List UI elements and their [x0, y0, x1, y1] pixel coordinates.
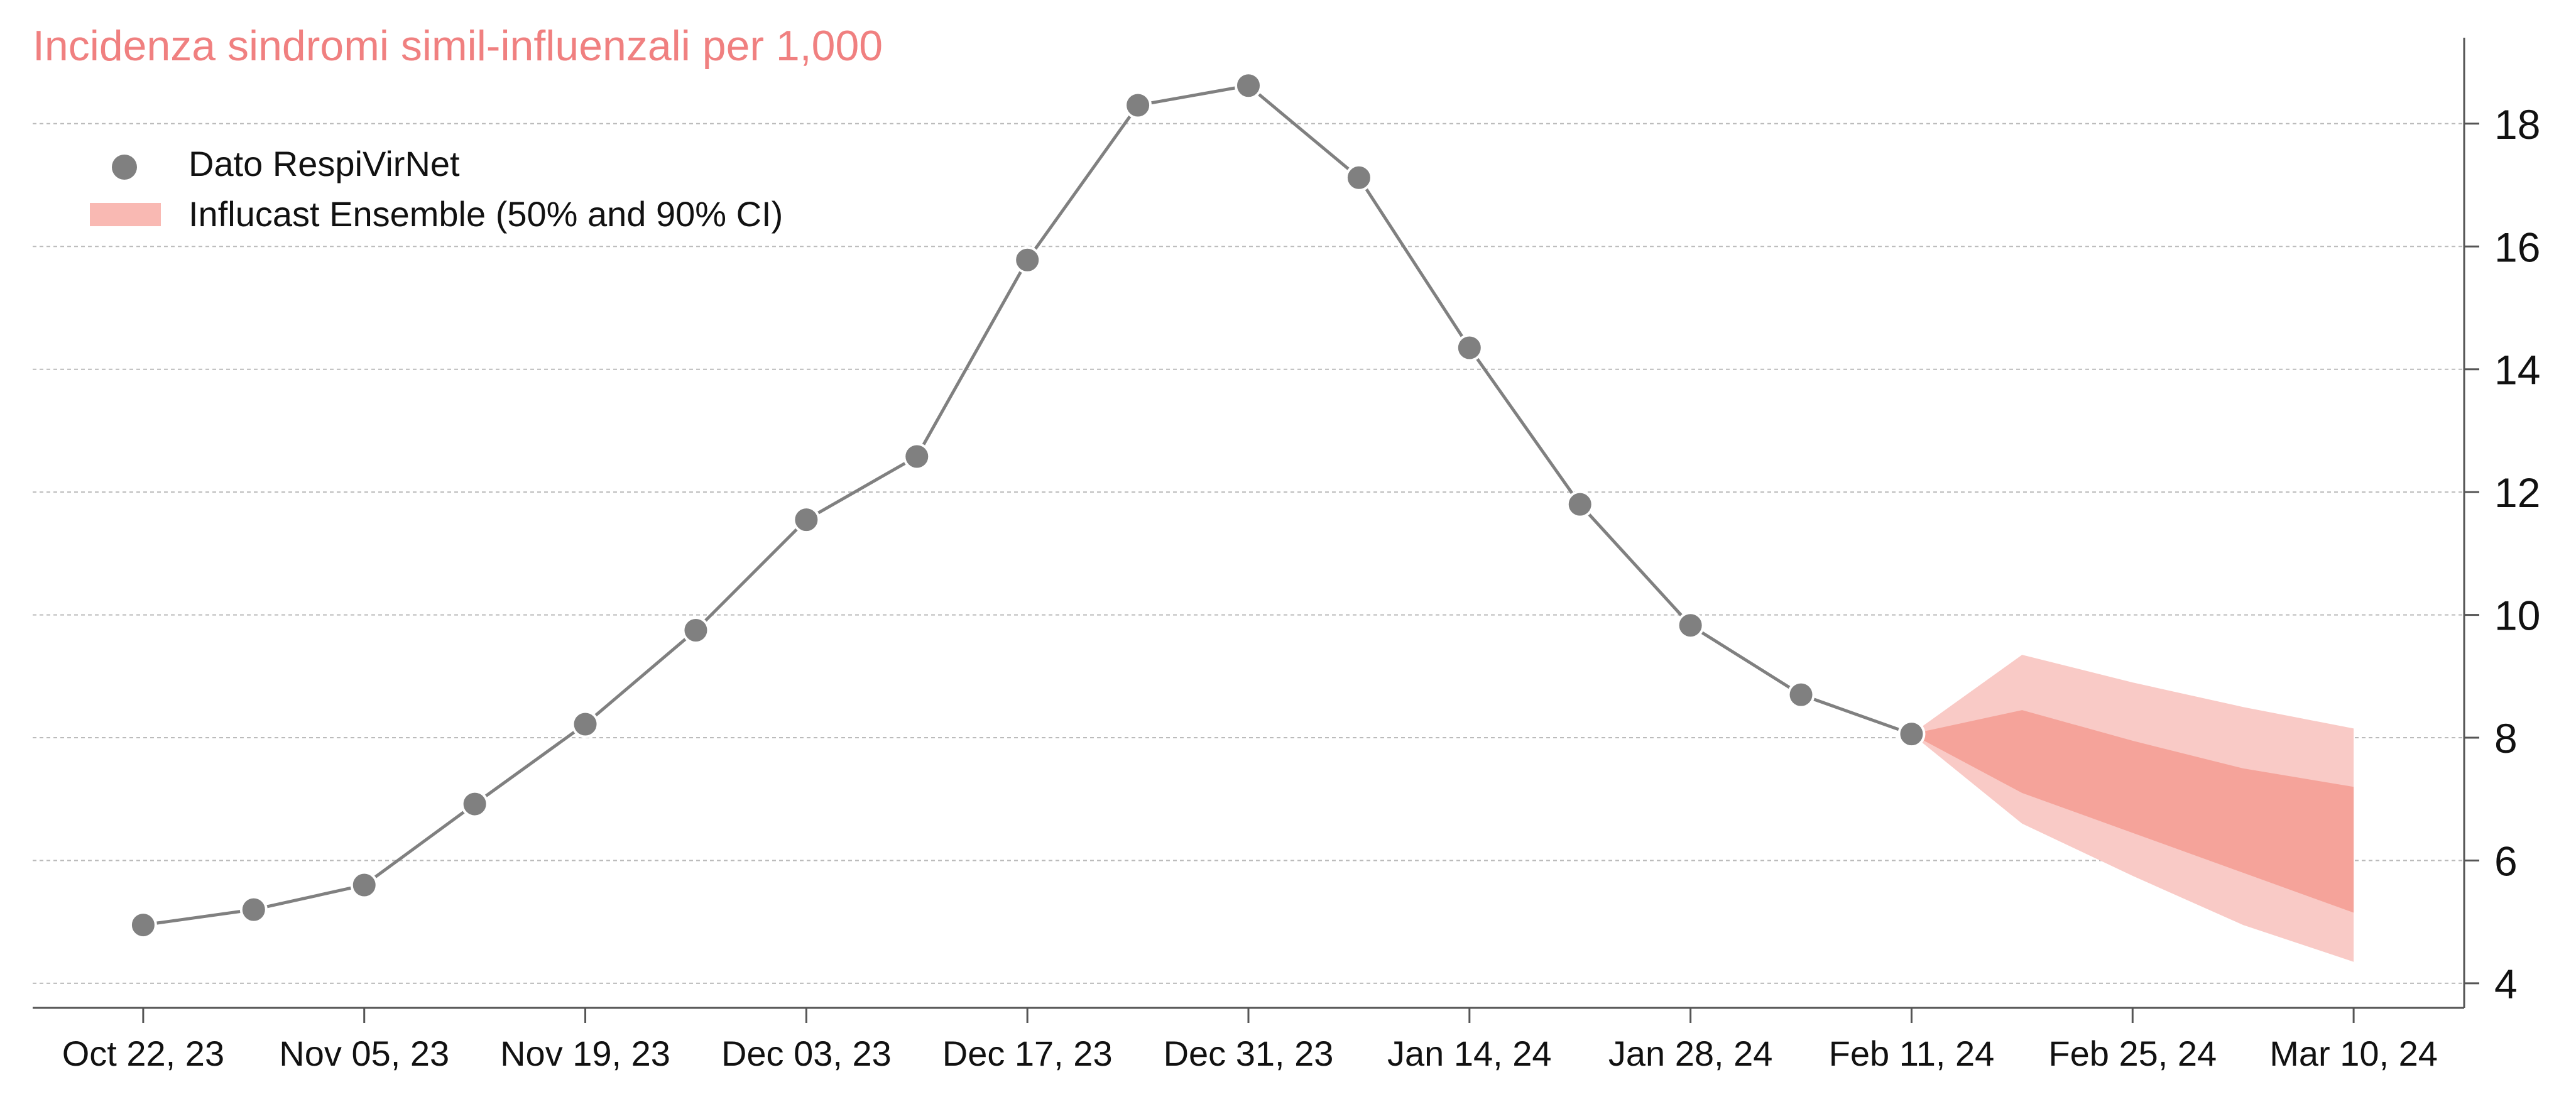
x-tick-label-10: Mar 10, 24 [2269, 1034, 2438, 1073]
y-tick-label-6: 6 [2494, 838, 2518, 884]
y-tick-label-10: 10 [2494, 593, 2540, 639]
data-point-2024-01-07 [1345, 163, 1373, 192]
x-tick-label-7: Jan 28, 24 [1608, 1034, 1773, 1073]
y-tick-label-18: 18 [2494, 101, 2540, 148]
data-point-2023-12-31 [1235, 72, 1262, 100]
legend-marker-forecast [90, 203, 161, 226]
data-point-2024-02-11 [1897, 720, 1926, 748]
data-point-2024-02-04 [1787, 680, 1815, 709]
legend: Dato RespiVirNet Influcast Ensemble (50%… [90, 144, 783, 234]
x-tick-label-9: Feb 25, 24 [2048, 1034, 2217, 1073]
x-tick-label-6: Jan 14, 24 [1387, 1034, 1552, 1073]
legend-label-observed: Dato RespiVirNet [188, 144, 460, 183]
data-point-2023-12-24 [1124, 91, 1152, 119]
observed-points [129, 72, 1926, 939]
x-tick-label-3: Dec 03, 23 [721, 1034, 892, 1073]
legend-marker-observed [112, 155, 137, 180]
data-point-2023-11-05 [350, 871, 378, 899]
y-tick-label-4: 4 [2494, 961, 2518, 1007]
data-point-2024-01-21 [1566, 490, 1594, 518]
data-point-2023-12-03 [792, 506, 821, 534]
axes: 4 6 8 10 12 14 16 18 Oct 22, 23 Nov 05, 23 Nov 19,… [33, 38, 2540, 1073]
x-tick-label-4: Dec 17, 23 [942, 1034, 1113, 1073]
x-tick-label-5: Dec 31, 23 [1164, 1034, 1334, 1073]
y-tick-label-14: 14 [2494, 347, 2540, 393]
chart-title: Incidenza sindromi simil-influenzali per… [33, 22, 883, 70]
x-tick-label-1: Nov 05, 23 [279, 1034, 449, 1073]
forecast-bands [1911, 655, 2354, 962]
y-tick-label-16: 16 [2494, 224, 2540, 270]
x-tick-label-8: Feb 11, 24 [1829, 1034, 1995, 1073]
y-tick-label-8: 8 [2494, 715, 2518, 762]
y-tick-label-12: 12 [2494, 469, 2540, 516]
data-point-2024-01-14 [1455, 334, 1483, 362]
x-tick-label-2: Nov 19, 23 [500, 1034, 670, 1073]
data-point-2023-11-19 [571, 710, 599, 738]
data-point-2024-01-28 [1676, 611, 1705, 640]
data-point-2023-11-26 [682, 616, 710, 645]
data-point-2023-12-17 [1013, 246, 1042, 274]
data-point-2023-10-22 [129, 911, 157, 939]
data-point-2023-11-12 [461, 790, 489, 818]
data-point-2023-10-29 [239, 895, 268, 924]
x-tick-label-0: Oct 22, 23 [62, 1034, 224, 1073]
data-point-2023-12-10 [903, 442, 931, 471]
legend-label-forecast: Influcast Ensemble (50% and 90% CI) [188, 194, 783, 234]
forecast-ci50-band [1911, 710, 2354, 913]
